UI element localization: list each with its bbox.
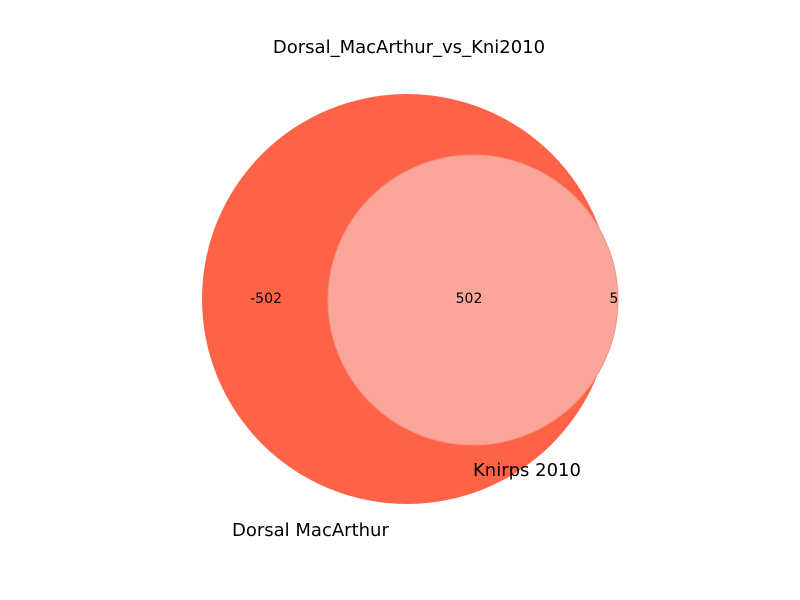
only-knirps-count: 5 [610,291,619,307]
set-label-dorsal: Dorsal MacArthur [232,520,389,541]
set-label-knirps: Knirps 2010 [473,460,581,481]
only-dorsal-count: -502 [250,291,282,307]
intersection-count: 502 [456,291,483,307]
diagram-title: Dorsal_MacArthur_vs_Kni2010 [273,37,545,58]
intersection-region [327,154,619,446]
